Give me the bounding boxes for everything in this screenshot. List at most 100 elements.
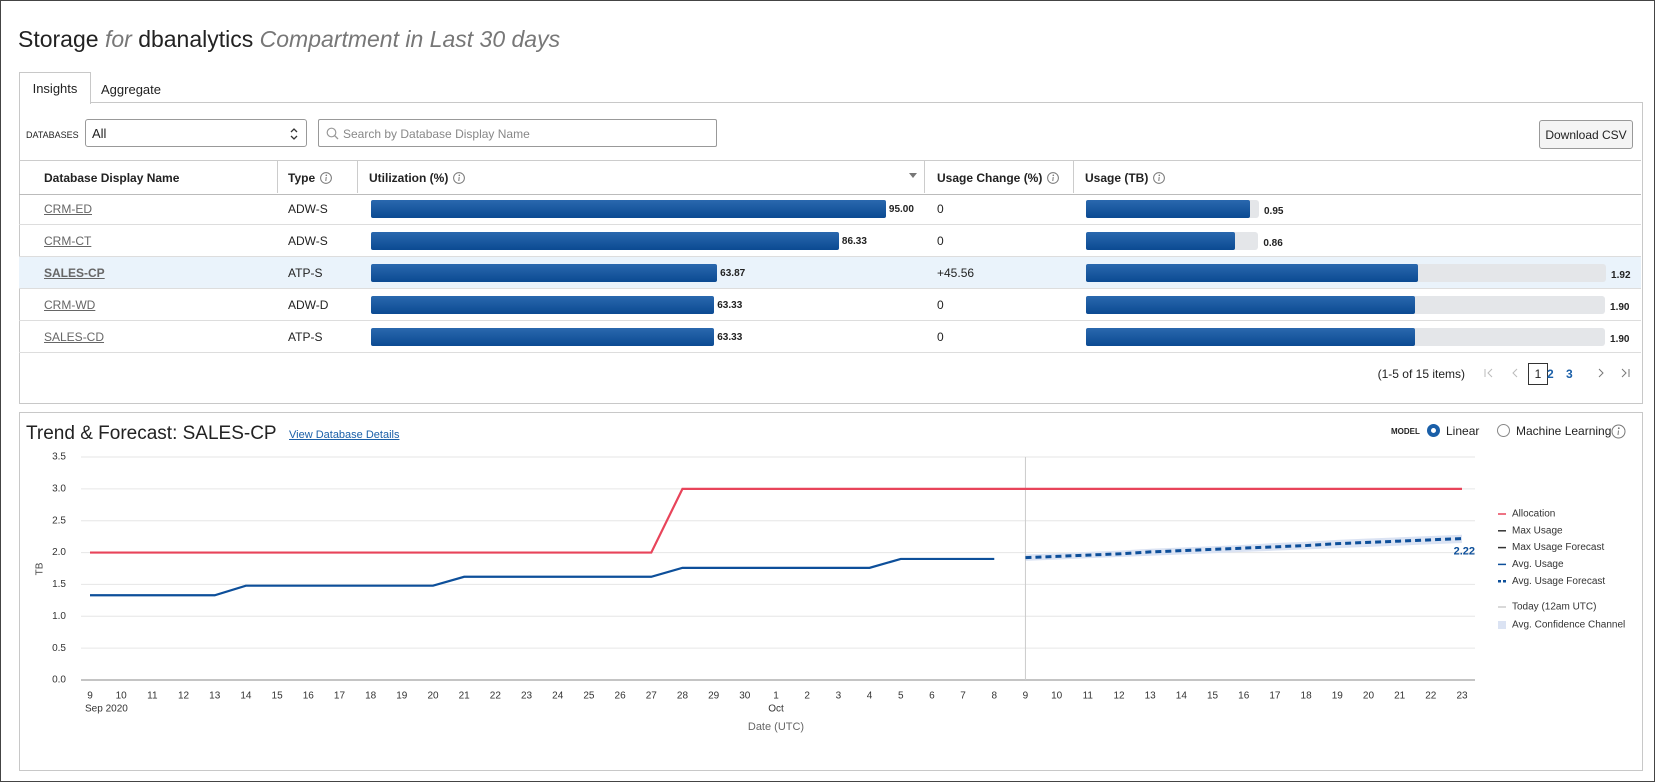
chart-title: Trend & Forecast: SALES-CP	[26, 423, 277, 444]
tab-aggregate[interactable]: Aggregate	[101, 82, 161, 97]
model-radio[interactable]	[1427, 424, 1440, 437]
x-tick-label: 14	[240, 691, 252, 702]
x-axis-label: Date (UTC)	[748, 721, 804, 733]
database-name-link[interactable]: CRM-CT	[44, 234, 92, 248]
x-month-label: Oct	[768, 704, 784, 715]
database-name-link[interactable]: SALES-CP	[44, 266, 105, 280]
usage-label: 1.90	[1610, 334, 1630, 345]
database-name-link[interactable]: SALES-CD	[44, 330, 105, 344]
search-input[interactable]: Search by Database Display Name	[318, 119, 717, 147]
x-tick-label: 20	[1363, 691, 1375, 702]
usage-label: 1.90	[1610, 302, 1630, 313]
shape	[325, 174, 328, 177]
model-info-icon[interactable]	[1611, 424, 1626, 439]
x-tick-label: 23	[1456, 691, 1468, 702]
page-number[interactable]: 2	[1547, 367, 1554, 381]
y-tick-label: 2.5	[52, 515, 66, 526]
column-separator	[924, 161, 925, 193]
column-header[interactable]: Database Display Name	[44, 171, 179, 185]
model-radio[interactable]	[1497, 424, 1510, 437]
title-main: Storage	[18, 26, 99, 52]
table-row[interactable]	[19, 193, 1641, 225]
y-tick-label: 1.5	[52, 579, 66, 590]
x-tick-label: 1	[773, 691, 779, 702]
column-header-text: Type	[288, 171, 316, 185]
info-icon[interactable]	[320, 172, 333, 184]
search-placeholder: Search by Database Display Name	[343, 127, 530, 141]
x-tick-label: 10	[1051, 691, 1063, 702]
series-line	[90, 557, 995, 597]
utilization-label: 86.33	[841, 236, 867, 247]
usage-label: 0.95	[1264, 206, 1284, 217]
x-tick-label: 29	[708, 691, 720, 702]
download-csv-button[interactable]: Download CSV	[1539, 120, 1633, 149]
utilization-label: 63.33	[717, 332, 743, 343]
shape	[290, 128, 298, 140]
table-row[interactable]	[19, 225, 1641, 257]
table-row[interactable]	[19, 321, 1641, 353]
database-type: ADW-S	[288, 202, 328, 216]
x-tick-label: 28	[677, 691, 689, 702]
x-tick-label: 27	[646, 691, 658, 702]
column-separator	[357, 161, 358, 193]
legend-label: Today (12am UTC)	[1512, 602, 1596, 613]
usage-change: 0	[937, 234, 944, 248]
model-option[interactable]: Machine Learning	[1516, 424, 1612, 438]
usage-change: 0	[937, 202, 944, 216]
next-page[interactable]	[1598, 368, 1604, 378]
info-icon[interactable]	[1047, 172, 1060, 184]
last-page[interactable]	[1621, 368, 1630, 378]
title-for: for	[104, 26, 132, 52]
y-tick-label: 1.0	[52, 611, 66, 622]
insights-panel	[19, 102, 1643, 404]
tab-insights[interactable]: Insights	[19, 72, 91, 104]
view-details-link[interactable]: View Database Details	[289, 429, 400, 441]
search-icon	[326, 127, 339, 140]
model-option[interactable]: Linear	[1446, 424, 1480, 438]
shape	[1047, 172, 1060, 184]
shape	[1611, 424, 1626, 439]
shape	[1617, 427, 1620, 430]
usage-bar	[1086, 264, 1419, 282]
database-type: ADW-D	[288, 298, 329, 312]
info-icon[interactable]	[1153, 172, 1166, 184]
filter-label: DATABASES	[26, 130, 79, 140]
confidence-band	[1025, 534, 1462, 561]
legend-label: Avg. Usage	[1512, 559, 1564, 570]
series-line	[1025, 537, 1463, 560]
select-value: All	[92, 126, 107, 141]
usage-bar	[1086, 328, 1415, 346]
database-name-link[interactable]: CRM-WD	[44, 298, 96, 312]
usage-label: 0.86	[1263, 238, 1283, 249]
prev-page	[1512, 368, 1518, 378]
usage-bar	[1086, 232, 1235, 250]
x-tick-label: 18	[1301, 691, 1313, 702]
usage-change: 0	[937, 298, 944, 312]
column-header[interactable]: Type	[288, 171, 333, 185]
database-select[interactable]: All	[85, 119, 307, 147]
x-tick-label: 6	[929, 691, 935, 702]
y-axis-label: TB	[35, 562, 46, 575]
sort-arrow	[909, 173, 917, 178]
x-tick-label: 2	[804, 691, 810, 702]
x-tick-label: 13	[209, 691, 221, 702]
shape	[1052, 174, 1055, 177]
page-number[interactable]: 1	[1528, 363, 1548, 385]
x-tick-label: 17	[334, 691, 346, 702]
value-label: 2.22	[1454, 545, 1475, 557]
column-header[interactable]: Utilization (%)	[369, 171, 466, 185]
column-header[interactable]: Usage (TB)	[1085, 171, 1166, 185]
page-number[interactable]: 3	[1566, 367, 1573, 381]
database-name-link[interactable]: CRM-ED	[44, 202, 92, 216]
y-tick-label: 3.0	[52, 483, 66, 494]
table-row[interactable]	[19, 289, 1641, 321]
x-tick-label: 5	[898, 691, 904, 702]
column-header-text: Utilization (%)	[369, 171, 449, 185]
x-tick-label: 10	[116, 691, 128, 702]
page-title: Storage for dbanalytics Compartment in L…	[18, 26, 560, 53]
utilization-bar	[371, 264, 718, 282]
column-header[interactable]: Usage Change (%)	[937, 171, 1060, 185]
info-icon[interactable]	[453, 172, 466, 184]
